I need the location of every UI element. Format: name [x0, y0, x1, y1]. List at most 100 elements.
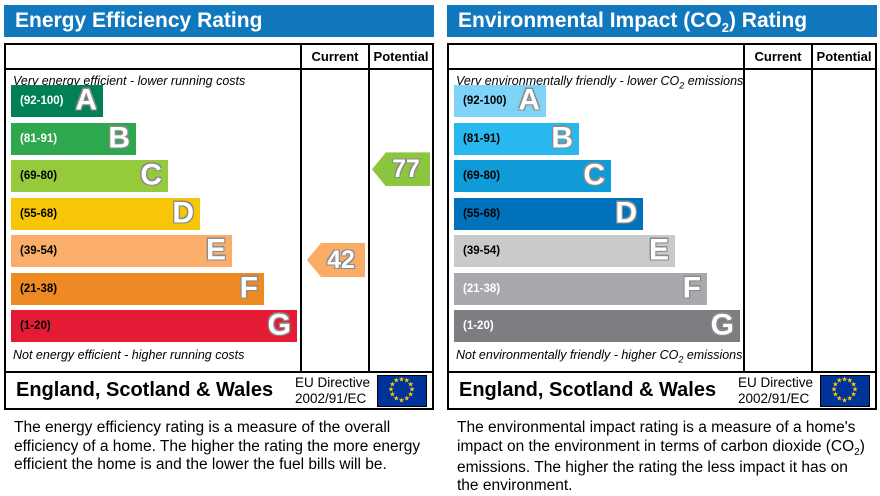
band-range-label: (69-80): [463, 170, 501, 182]
region-label: England, Scotland & Wales: [459, 379, 717, 401]
star-icon: ★: [398, 396, 405, 404]
star-icon: ★: [407, 381, 414, 389]
band-letter: D: [615, 195, 637, 229]
star-icon: ★: [841, 375, 848, 383]
band-range-label: (55-68): [463, 207, 501, 220]
band-range-label: (21-38): [20, 282, 58, 295]
current-column-header: Current: [754, 49, 802, 64]
environmental-impact-panel: Environmental Impact (CO2) Rating Curren…: [447, 5, 877, 496]
star-icon: ★: [846, 377, 853, 385]
bottom-note: Not energy efficient - higher running co…: [13, 348, 244, 365]
band-row-d: (55-68) D: [11, 195, 200, 230]
star-icon: ★: [393, 377, 400, 385]
star-icon: ★: [850, 391, 857, 399]
band-row-e: (39-54) E: [454, 235, 675, 267]
band-range-label: (1-20): [20, 320, 51, 332]
band-letter: B: [108, 120, 130, 154]
band-letter: B: [551, 120, 573, 154]
co2-rating-chart: Current Potential Very environmentally f…: [447, 43, 877, 373]
band-row-b: (81-91) B: [11, 120, 136, 155]
eu-flag-icon: ★ ★ ★ ★ ★ ★ ★ ★ ★ ★ ★ ★: [820, 374, 870, 407]
star-icon: ★: [389, 391, 396, 399]
top-note-text: Very energy efficient - lower running co…: [13, 74, 246, 88]
potential-column-line: [811, 45, 813, 371]
band-range-label: (92-100): [20, 95, 64, 107]
potential-column-header: Potential: [816, 49, 872, 64]
rating-bands: (92-100) A (81-91) B (69-80) C (55-68) D (39…: [454, 85, 742, 348]
panel-description: The energy efficiency rating is a measur…: [14, 419, 422, 477]
potential-column-header: Potential: [373, 49, 429, 64]
band-range-label: (81-91): [463, 132, 501, 145]
band-row-a: (92-100) A: [454, 85, 546, 117]
star-icon: ★: [407, 391, 414, 399]
current-rating-arrow: 42: [307, 243, 365, 277]
eu-directive-line2: 2002/91/EC: [294, 390, 367, 406]
current-column-header: Current: [311, 49, 359, 64]
header-divider: [449, 68, 875, 70]
bottom-note-text-end: emissions: [683, 348, 743, 362]
top-note: Very environmentally friendly - lower CO…: [456, 74, 743, 91]
star-icon: ★: [850, 381, 857, 389]
description-text: The environmental impact rating is a mea…: [457, 419, 856, 455]
eu-flag-icon: ★ ★ ★ ★ ★ ★ ★ ★ ★ ★ ★ ★: [377, 374, 427, 407]
panel-title: Energy Efficiency Rating: [4, 5, 434, 37]
band-letter: G: [267, 308, 291, 342]
energy-rating-chart: Current Potential Very energy efficient …: [4, 43, 434, 373]
band-row-d: (55-68) D: [454, 195, 643, 230]
band-letter: F: [239, 270, 258, 304]
band-range-label: (69-80): [20, 170, 58, 182]
band-range-label: (81-91): [20, 132, 58, 145]
bottom-note-subscript: 2: [678, 354, 684, 365]
band-row-g: (1-20) G: [454, 310, 740, 342]
star-icon: ★: [836, 395, 843, 403]
eu-directive-label: EU Directive 2002/91/EC: [295, 375, 370, 407]
band-row-g: (1-20) G: [11, 310, 297, 342]
chart-footer: England, Scotland & Wales EU Directive 20…: [447, 373, 877, 410]
star-icon: ★: [403, 377, 410, 385]
potential-column-line: [368, 45, 370, 371]
band-range-label: (1-20): [463, 320, 494, 332]
band-letter: E: [648, 233, 669, 267]
bottom-note: Not environmentally friendly - higher CO…: [456, 348, 742, 365]
band-row-b: (81-91) B: [454, 120, 579, 155]
band-range-label: (92-100): [463, 95, 507, 107]
star-icon: ★: [398, 375, 405, 383]
band-row-a: (92-100) A: [11, 85, 103, 117]
description-text: The energy efficiency rating is a measur…: [14, 419, 421, 474]
panel-title-text-end: ) Rating: [728, 9, 808, 32]
star-icon: ★: [846, 395, 853, 403]
top-note-text-end: emissions: [684, 74, 744, 88]
region-label: England, Scotland & Wales: [16, 379, 274, 401]
band-letter: C: [140, 158, 162, 192]
bottom-note-text: Not environmentally friendly - higher CO: [456, 348, 679, 362]
band-range-label: (39-54): [20, 245, 58, 257]
band-range-label: (55-68): [20, 207, 58, 220]
eu-directive-label: EU Directive 2002/91/EC: [738, 375, 813, 407]
current-rating-value: 42: [327, 245, 355, 274]
star-icon: ★: [403, 395, 410, 403]
energy-efficiency-panel: Energy Efficiency Rating Current Potenti…: [4, 5, 434, 496]
chart-footer: England, Scotland & Wales EU Directive 20…: [4, 373, 434, 410]
star-icon: ★: [389, 381, 396, 389]
star-icon: ★: [387, 386, 395, 394]
potential-rating-arrow: 77: [372, 152, 430, 187]
band-row-f: (21-38) F: [454, 272, 707, 305]
current-column-line: [743, 45, 745, 371]
panel-title: Environmental Impact (CO2) Rating: [447, 5, 877, 37]
eu-directive-line1: EU Directive: [737, 374, 813, 390]
potential-rating-value: 77: [392, 154, 420, 183]
band-range-label: (39-54): [463, 245, 501, 257]
star-icon: ★: [830, 386, 838, 394]
band-row-e: (39-54) E: [11, 235, 232, 267]
band-row-f: (21-38) F: [11, 270, 264, 305]
band-letter: C: [583, 158, 605, 192]
star-icon: ★: [851, 386, 859, 394]
band-range-label: (21-38): [463, 282, 501, 295]
star-icon: ★: [836, 377, 843, 385]
band-row-c: (69-80) C: [11, 160, 168, 192]
star-icon: ★: [832, 391, 839, 399]
star-icon: ★: [841, 396, 848, 404]
top-note: Very energy efficient - lower running co…: [13, 74, 245, 91]
band-letter: D: [172, 195, 194, 229]
